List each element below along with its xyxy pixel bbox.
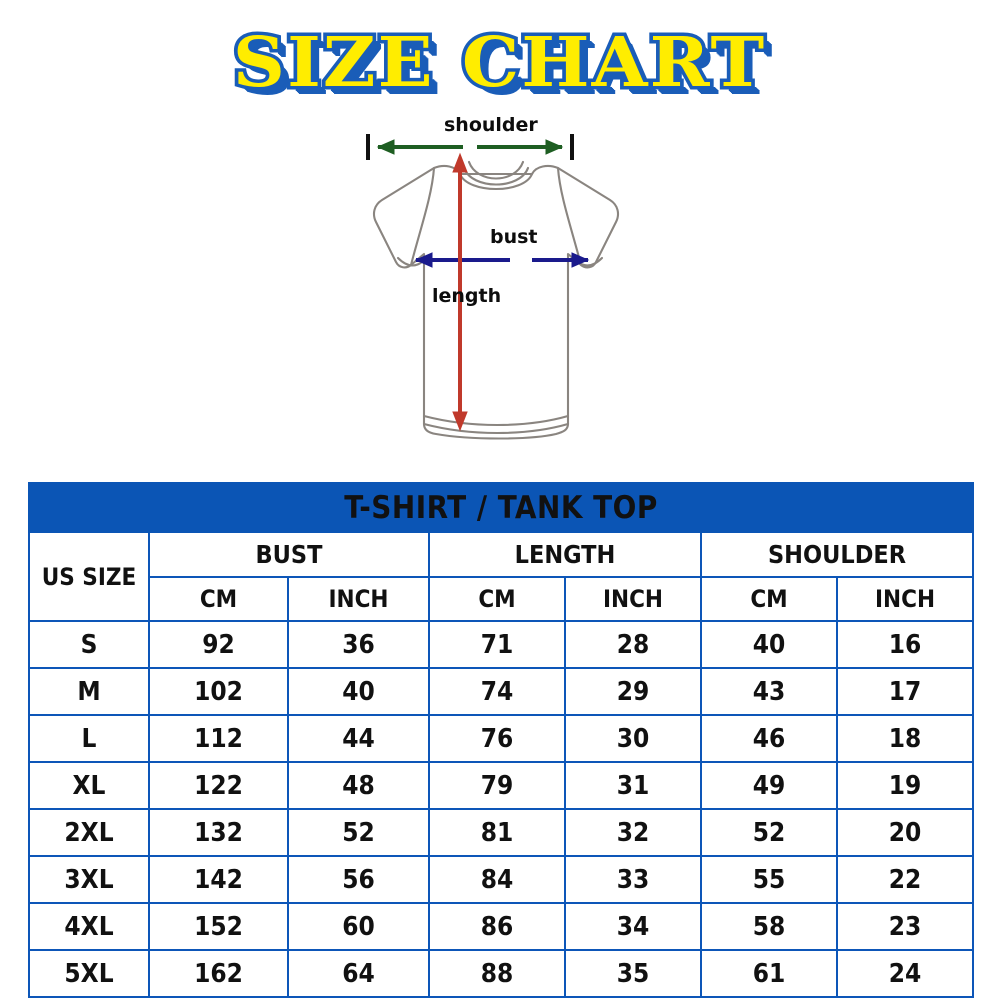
cell-bust-inch: 52 xyxy=(287,808,430,857)
group-header-row: US SIZE BUST LENGTH SHOULDER xyxy=(28,531,975,622)
table-row: M 102 40 74 29 43 17 xyxy=(28,667,975,716)
bust-measure-arrow xyxy=(414,252,590,268)
header-length-inch: INCH xyxy=(564,576,702,622)
cell-bust-cm: 152 xyxy=(148,902,289,951)
cell-length-inch: 29 xyxy=(564,667,702,716)
cell-size: S xyxy=(28,620,150,669)
table-head: T-SHIRT / TANK TOP US SIZE BUST LENGTH S… xyxy=(27,482,975,622)
cell-length-cm: 71 xyxy=(428,620,566,669)
cell-bust-inch: 48 xyxy=(287,761,430,810)
cell-bust-inch: 56 xyxy=(287,855,430,904)
cell-length-cm: 84 xyxy=(428,855,566,904)
table-body: S 92 36 71 28 40 16 M 102 40 74 29 43 17 L 112 44 76 30 46 1… xyxy=(28,620,975,998)
cell-bust-cm: 112 xyxy=(148,714,289,763)
cell-shoulder-inch: 19 xyxy=(835,761,975,810)
cell-shoulder-cm: 58 xyxy=(700,902,838,951)
cell-length-cm: 88 xyxy=(428,949,566,998)
cell-shoulder-inch: 20 xyxy=(835,808,975,857)
cell-size: XL xyxy=(28,761,150,810)
shoulder-measure-arrow xyxy=(366,134,574,160)
cell-size: 3XL xyxy=(28,855,150,904)
cell-bust-cm: 132 xyxy=(148,808,289,857)
cell-shoulder-inch: 23 xyxy=(835,902,975,951)
cell-length-cm: 76 xyxy=(428,714,566,763)
banner-row: T-SHIRT / TANK TOP xyxy=(27,482,975,533)
cell-bust-cm: 102 xyxy=(148,667,289,716)
cell-length-inch: 28 xyxy=(564,620,702,669)
length-label: length xyxy=(432,285,502,307)
cell-length-inch: 34 xyxy=(564,902,702,951)
cell-length-inch: 35 xyxy=(564,949,702,998)
cell-length-cm: 79 xyxy=(428,761,566,810)
table-row: 2XL 132 52 81 32 52 20 xyxy=(28,808,975,857)
cell-bust-cm: 122 xyxy=(148,761,289,810)
cell-shoulder-inch: 18 xyxy=(835,714,975,763)
cell-shoulder-cm: 43 xyxy=(700,667,838,716)
cell-bust-cm: 92 xyxy=(148,620,289,669)
header-shoulder-inch: INCH xyxy=(835,576,975,622)
cell-shoulder-cm: 40 xyxy=(700,620,838,669)
cell-size: 5XL xyxy=(28,949,150,998)
cell-bust-inch: 60 xyxy=(287,902,430,951)
table-row: S 92 36 71 28 40 16 xyxy=(28,620,975,669)
table-row: L 112 44 76 30 46 18 xyxy=(28,714,975,763)
title-area: SIZE CHART xyxy=(0,18,1000,108)
header-group-length: LENGTH xyxy=(428,531,702,578)
header-group-shoulder: SHOULDER xyxy=(699,531,975,578)
cell-shoulder-cm: 55 xyxy=(700,855,838,904)
header-shoulder-cm: CM xyxy=(700,576,838,622)
cell-bust-cm: 162 xyxy=(148,949,289,998)
header-group-bust: BUST xyxy=(148,531,430,578)
cell-bust-inch: 44 xyxy=(287,714,430,763)
cell-length-inch: 33 xyxy=(564,855,702,904)
cell-bust-inch: 40 xyxy=(287,667,430,716)
table-row: 3XL 142 56 84 33 55 22 xyxy=(28,855,975,904)
cell-shoulder-inch: 24 xyxy=(835,949,975,998)
cell-shoulder-cm: 61 xyxy=(700,949,838,998)
header-bust-cm: CM xyxy=(148,576,289,622)
cell-shoulder-cm: 49 xyxy=(700,761,838,810)
page-title: SIZE CHART xyxy=(230,23,769,103)
table-banner-title: T-SHIRT / TANK TOP xyxy=(27,482,975,533)
cell-length-cm: 86 xyxy=(428,902,566,951)
table-row: XL 122 48 79 31 49 19 xyxy=(28,761,975,810)
header-us-size: US SIZE xyxy=(28,531,150,622)
shoulder-label: shoulder xyxy=(444,114,538,136)
table-row: 4XL 152 60 86 34 58 23 xyxy=(28,902,975,951)
unit-header-row: CM INCH CM INCH CM INCH xyxy=(29,576,975,622)
cell-shoulder-cm: 52 xyxy=(700,808,838,857)
size-chart-table: T-SHIRT / TANK TOP US SIZE BUST LENGTH S… xyxy=(27,482,975,998)
cell-length-inch: 31 xyxy=(564,761,702,810)
cell-size: 4XL xyxy=(28,902,150,951)
cell-bust-inch: 64 xyxy=(287,949,430,998)
table-row: 5XL 162 64 88 35 61 24 xyxy=(28,949,975,998)
header-bust-inch: INCH xyxy=(287,576,430,622)
cell-length-inch: 30 xyxy=(564,714,702,763)
cell-length-cm: 74 xyxy=(428,667,566,716)
length-measure-arrow xyxy=(452,152,468,432)
t-shirt-illustration xyxy=(372,160,620,440)
cell-bust-inch: 36 xyxy=(287,620,430,669)
cell-size: L xyxy=(28,714,150,763)
cell-shoulder-inch: 17 xyxy=(835,667,975,716)
cell-size: 2XL xyxy=(28,808,150,857)
cell-shoulder-inch: 22 xyxy=(835,855,975,904)
cell-bust-cm: 142 xyxy=(148,855,289,904)
t-shirt-measurement-diagram: shoulder bust length xyxy=(360,112,640,457)
cell-length-cm: 81 xyxy=(428,808,566,857)
bust-label: bust xyxy=(490,226,538,248)
size-chart-table-container: T-SHIRT / TANK TOP US SIZE BUST LENGTH S… xyxy=(27,482,975,998)
cell-length-inch: 32 xyxy=(564,808,702,857)
header-length-cm: CM xyxy=(428,576,566,622)
cell-shoulder-inch: 16 xyxy=(835,620,975,669)
cell-size: M xyxy=(28,667,150,716)
cell-shoulder-cm: 46 xyxy=(700,714,838,763)
